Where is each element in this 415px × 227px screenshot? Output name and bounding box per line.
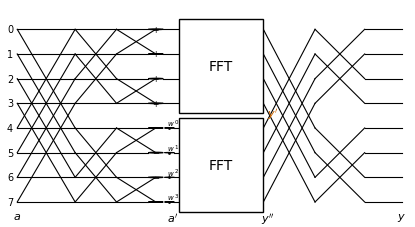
Text: w: w (167, 145, 173, 151)
Circle shape (148, 79, 163, 80)
Text: 2: 2 (175, 168, 178, 173)
Text: FFT: FFT (209, 60, 233, 74)
Text: −: − (152, 198, 159, 207)
Circle shape (148, 128, 163, 129)
Text: w: w (167, 195, 173, 200)
Text: +: + (153, 75, 159, 84)
Text: FFT: FFT (209, 158, 233, 172)
Text: 0: 0 (7, 25, 13, 35)
Text: $y$: $y$ (398, 211, 406, 223)
Text: $y'$: $y'$ (268, 106, 279, 121)
Text: w: w (167, 121, 173, 127)
Circle shape (148, 177, 163, 178)
Text: +: + (153, 26, 159, 35)
Bar (178, 20, 264, 114)
Text: 3: 3 (7, 99, 13, 109)
Text: +: + (153, 99, 159, 108)
Text: −: − (152, 148, 159, 158)
Text: 5: 5 (7, 148, 13, 158)
Text: −: − (152, 173, 159, 182)
Text: 1: 1 (175, 144, 178, 149)
Bar (178, 118, 264, 212)
Circle shape (148, 54, 163, 55)
Text: 6: 6 (7, 173, 13, 183)
Text: $a'$: $a'$ (167, 211, 178, 224)
Circle shape (148, 30, 163, 31)
Text: $a$: $a$ (13, 211, 21, 221)
Text: −: − (152, 124, 159, 133)
Text: 1: 1 (7, 50, 13, 60)
Text: 4: 4 (7, 123, 13, 133)
Text: +: + (153, 50, 159, 59)
Text: 3: 3 (175, 193, 178, 198)
Circle shape (164, 128, 174, 129)
Text: 0: 0 (175, 119, 178, 124)
Text: $y''$: $y''$ (261, 211, 274, 226)
Text: w: w (167, 170, 173, 176)
Text: 2: 2 (7, 74, 13, 84)
Text: 7: 7 (7, 197, 13, 207)
Circle shape (164, 177, 174, 178)
